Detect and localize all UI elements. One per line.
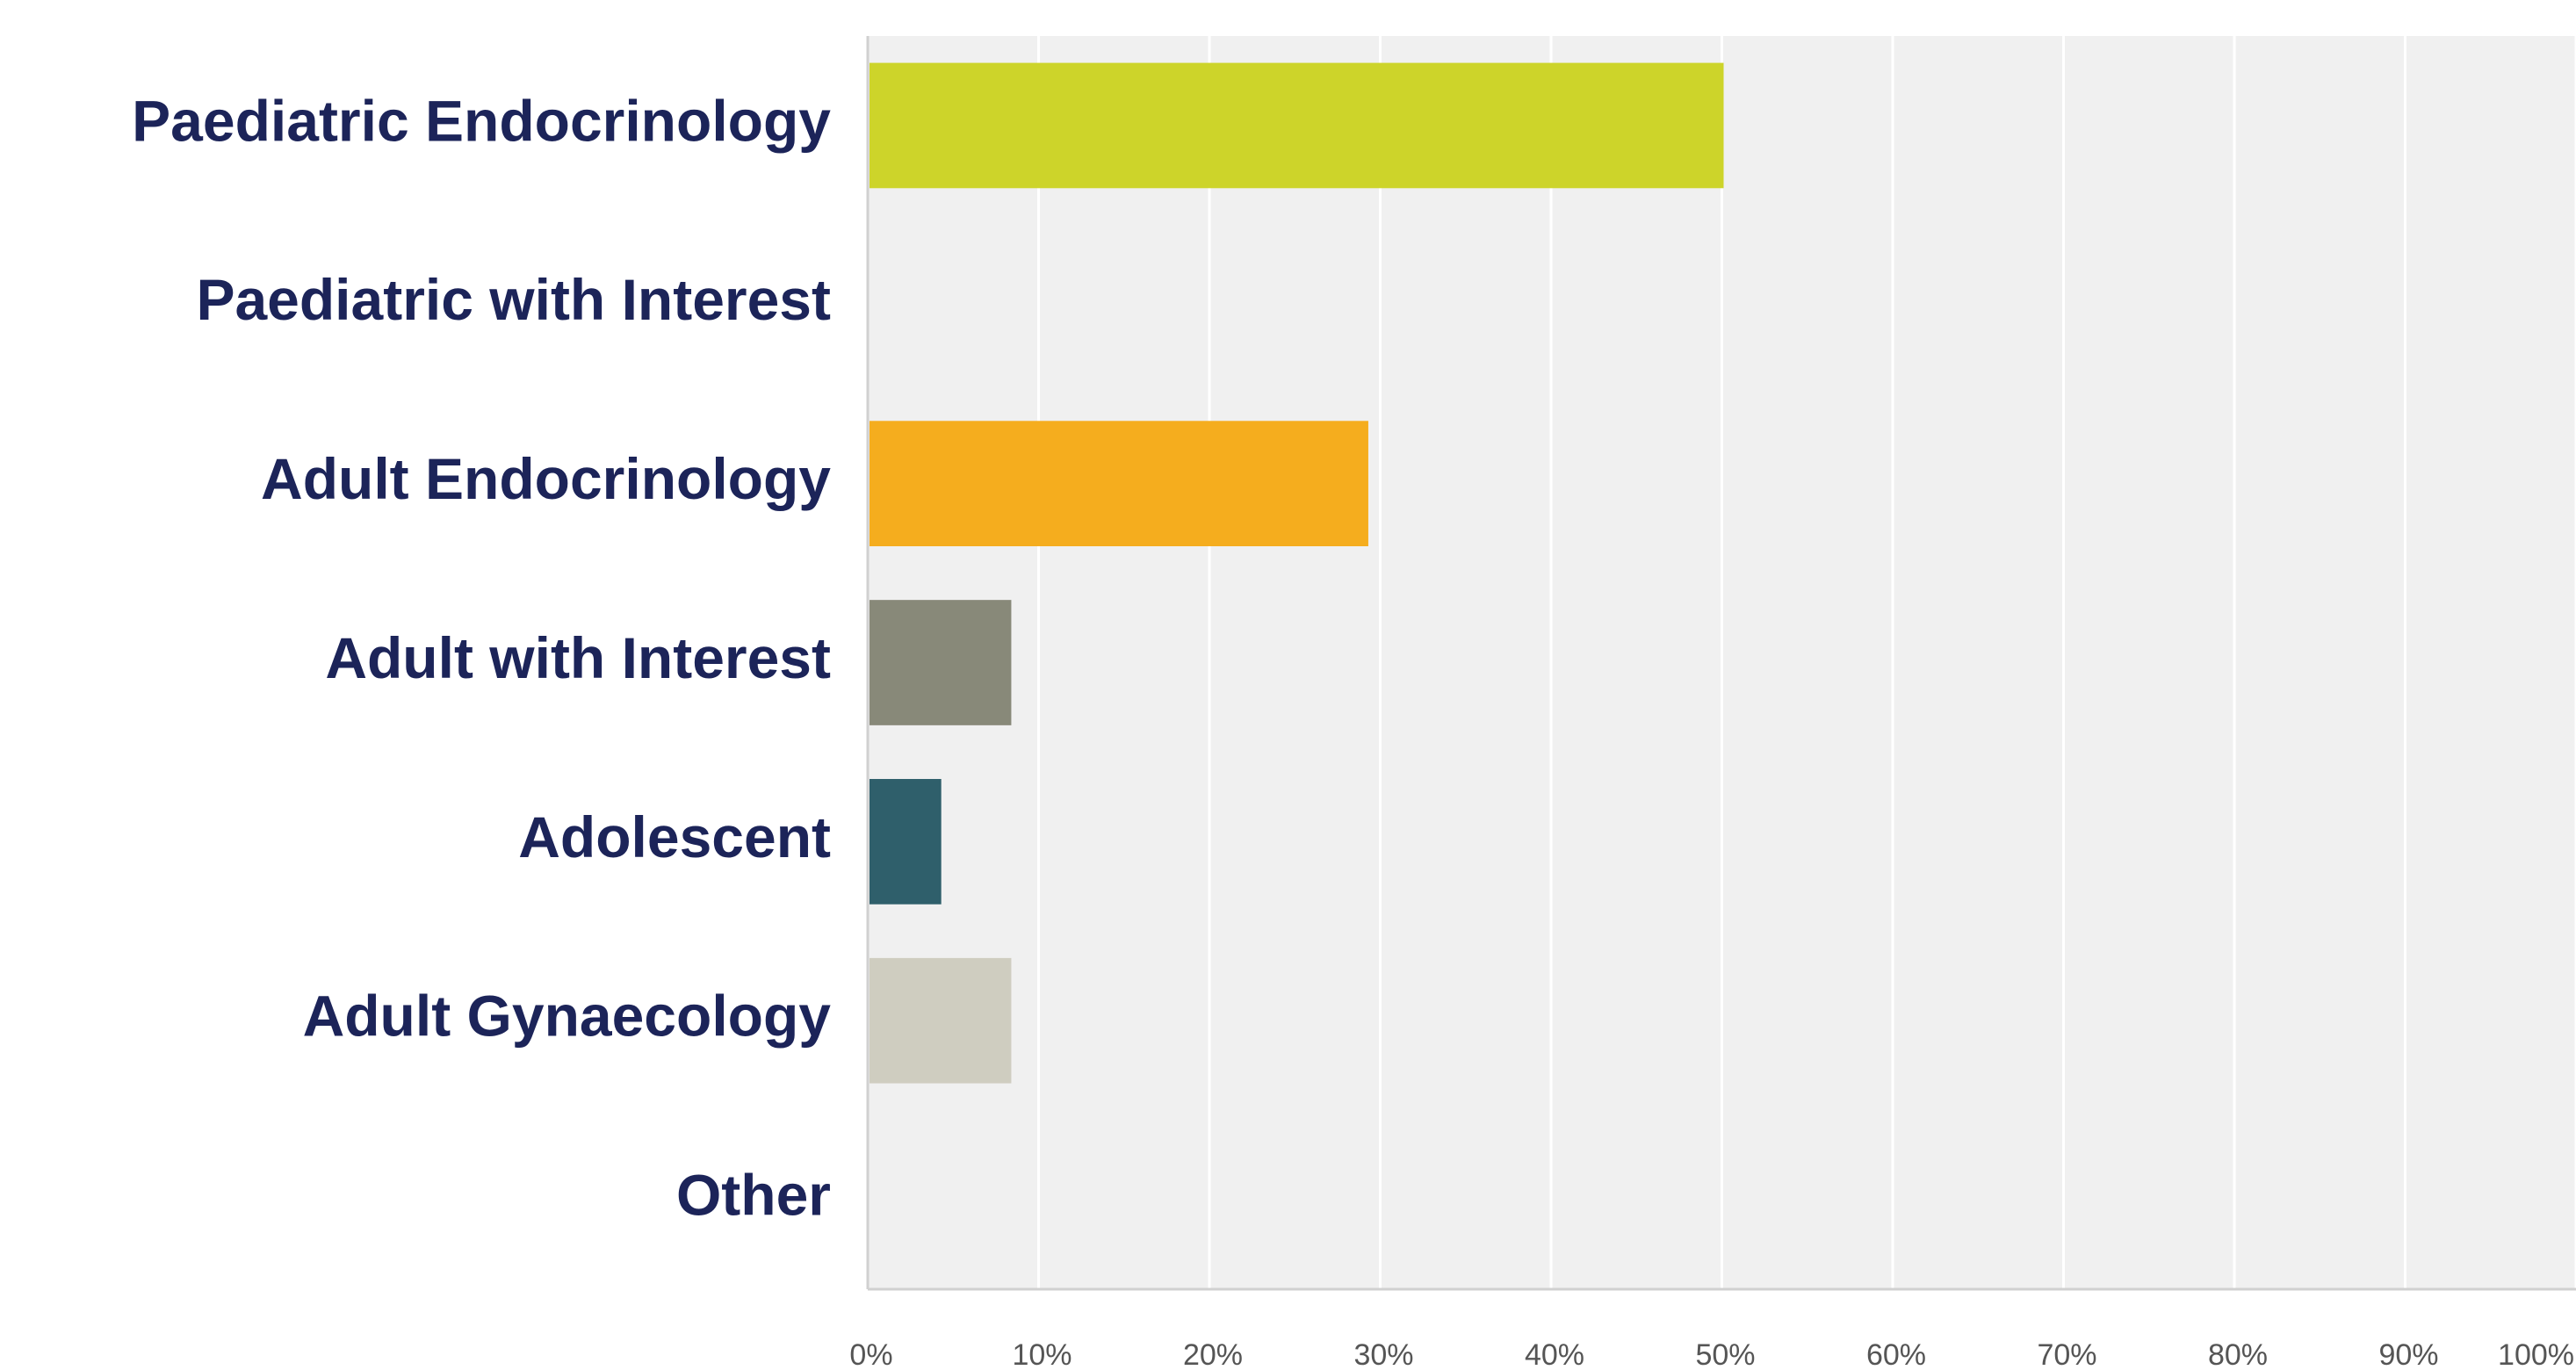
x-tick-label: 90% <box>2378 1338 2438 1370</box>
y-tick-label: Adolescent <box>518 804 831 869</box>
x-tick-label: 50% <box>1695 1338 1755 1370</box>
bar <box>869 421 1368 546</box>
x-tick-label: 80% <box>2208 1338 2268 1370</box>
x-tick-label: 60% <box>1866 1338 1926 1370</box>
bar <box>869 600 1012 725</box>
x-tick-label: 20% <box>1183 1338 1243 1370</box>
y-tick-label: Adult Gynaecology <box>303 984 832 1049</box>
x-tick-label: 30% <box>1353 1338 1413 1370</box>
bar <box>869 957 1012 1084</box>
y-tick-label: Paediatric Endocrinology <box>132 88 831 153</box>
y-tick-label: Adult Endocrinology <box>261 446 831 511</box>
y-tick-label: Other <box>676 1163 831 1228</box>
x-tick-label: 10% <box>1012 1338 1072 1370</box>
x-tick-label: 40% <box>1525 1338 1584 1370</box>
x-tick-label: 70% <box>2037 1338 2096 1370</box>
bar <box>869 779 942 905</box>
y-tick-label: Paediatric with Interest <box>196 267 831 332</box>
bar <box>869 62 1724 189</box>
x-tick-label: 0% <box>849 1338 892 1370</box>
y-tick-label: Adult with Interest <box>325 625 831 690</box>
x-tick-label: 100% <box>2498 1338 2574 1370</box>
